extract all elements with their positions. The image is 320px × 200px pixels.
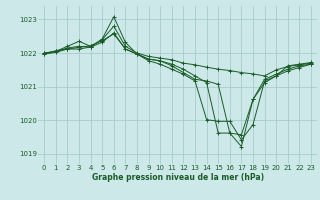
X-axis label: Graphe pression niveau de la mer (hPa): Graphe pression niveau de la mer (hPa) xyxy=(92,173,264,182)
